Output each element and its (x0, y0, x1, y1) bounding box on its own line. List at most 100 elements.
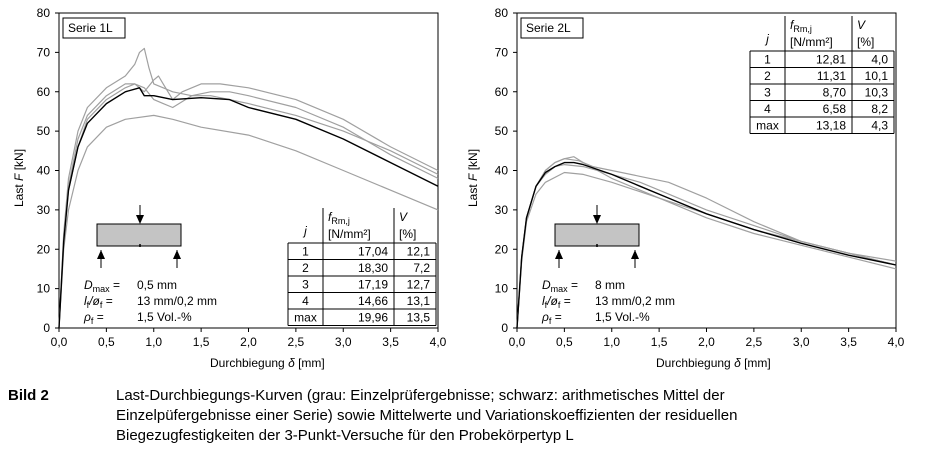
table-cell-f: 17,19 (358, 278, 388, 292)
param-symbol: ρf = (541, 310, 562, 326)
caption-line: Biegezugfestigkeiten der 3-Punkt-Versuch… (116, 427, 574, 444)
x-tick-label: 0,0 (509, 335, 526, 349)
y-tick-label: 50 (495, 124, 509, 138)
x-tick-label: 3,0 (793, 335, 810, 349)
caption-line: Last-Durchbiegungs-Kurven (grau: Einzelp… (116, 387, 725, 404)
table-background (288, 243, 436, 326)
y-tick-label: 30 (495, 203, 509, 217)
table-cell-f: 11,31 (817, 69, 846, 83)
table-cell-f: 12,81 (816, 53, 846, 67)
table-header-f: fRm,j (328, 210, 350, 226)
x-tick-label: 4,0 (430, 335, 447, 349)
table-header-v-unit: [%] (399, 227, 416, 241)
figure-panels: 0,0 0,5 1,0 1,5 2,0 2,5 3,0 3,5 4,0 0 10 20 30 40 50 60… (12, 6, 905, 370)
mean-curve (58, 87, 439, 329)
parameter-list: Dmax = 8 mm lf/øf = 13 mm/0,2 mm ρf = 1,5 Vol… (541, 278, 675, 326)
table-cell-j: 1 (764, 53, 771, 67)
y-tick-label: 70 (37, 45, 51, 59)
x-tick-label: 2,0 (698, 335, 715, 349)
chart-right: 0,0 0,5 1,0 1,5 2,0 2,5 3,0 3,5 4,0 0 10 20 30 40 50 60… (466, 6, 905, 370)
param-symbol: Dmax = (84, 278, 120, 294)
x-tick-label: 0,0 (51, 335, 68, 349)
x-tick-label: 1,5 (651, 335, 668, 349)
table-cell-j: 4 (764, 102, 771, 116)
param-value: 0,5 mm (137, 278, 177, 292)
table-header-f: fRm,j (790, 18, 812, 34)
param-value: 8 mm (595, 278, 625, 292)
table-cell-v: 12,1 (407, 245, 431, 259)
x-tick-label: 4,0 (888, 335, 905, 349)
y-tick-label: 40 (37, 164, 51, 178)
table-cell-f: 17,04 (358, 245, 388, 259)
table-cell-v: 10,1 (865, 69, 889, 83)
y-axis-label: Last F [kN] (12, 149, 26, 207)
table-cell-j: 1 (302, 245, 309, 259)
x-tick-label: 1,5 (193, 335, 210, 349)
param-symbol: Dmax = (542, 278, 578, 294)
caption-text: Last-Durchbiegungs-Kurven (grau: Einzelp… (116, 386, 916, 446)
table-cell-j: max (756, 119, 779, 133)
table-cell-j: 3 (302, 278, 309, 292)
table-cell-j: max (294, 311, 317, 325)
y-tick-label: 0 (501, 321, 508, 335)
table-cell-j: 4 (302, 294, 309, 308)
table-header-f-unit: [N/mm²] (328, 227, 371, 241)
curves-group (58, 47, 439, 329)
table-cell-f: 14,66 (358, 294, 388, 308)
table-cell-v: 8,2 (871, 102, 888, 116)
series-box (520, 17, 584, 39)
x-tick-label: 1,0 (603, 335, 620, 349)
specimen-curve (58, 114, 439, 329)
table-header-v: V (399, 210, 408, 224)
table-header-v-unit: [%] (857, 35, 874, 49)
table-header-j: j (764, 32, 769, 46)
x-tick-label: 3,5 (840, 335, 857, 349)
y-tick-label: 70 (495, 45, 509, 59)
y-tick-label: 20 (37, 242, 51, 256)
specimen-curve (58, 47, 439, 329)
y-tick-label: 10 (495, 282, 509, 296)
ticks-group: 0,0 0,5 1,0 1,5 2,0 2,5 3,0 3,5 4,0 0 10 20 30 40 50 60… (495, 6, 905, 349)
param-symbol: ρf = (83, 310, 104, 326)
y-tick-label: 30 (37, 203, 51, 217)
param-value: 13 mm/0,2 mm (137, 294, 217, 308)
x-axis-label: Durchbiegung δ [mm] (210, 356, 325, 370)
table-cell-f: 8,70 (823, 86, 847, 100)
table-cell-v: 4,0 (871, 53, 888, 67)
results-table: j fRm,j[N/mm²] V [%] 1 12,81 4,0 2 11,31 10,1 3 8,7… (749, 16, 895, 134)
x-tick-label: 2,5 (746, 335, 763, 349)
table-cell-v: 13,1 (407, 294, 431, 308)
y-tick-label: 80 (37, 6, 51, 20)
caption-line: Einzelpüfergebnisse einer Serie) sowie M… (116, 407, 738, 424)
x-tick-label: 0,5 (98, 335, 115, 349)
param-symbol: lf/øf = (84, 294, 113, 310)
y-tick-label: 40 (495, 164, 509, 178)
param-value: 1,5 Vol.-% (595, 310, 650, 324)
series-box-label: Serie 1L (68, 21, 113, 35)
series-box-label: Serie 2L (526, 21, 571, 35)
specimen-curve (58, 75, 439, 329)
curves-group (516, 156, 897, 329)
parameter-list: Dmax = 0,5 mm lf/øf = 13 mm/0,2 mm ρf = 1,5 V… (83, 278, 217, 326)
y-tick-label: 60 (37, 85, 51, 99)
y-axis-label: Last F [kN] (466, 149, 480, 207)
beam-schematic (96, 205, 182, 268)
results-table: j fRm,j[N/mm²] V [%] 1 17,04 12,1 2 18,30 7,2 3 17,… (287, 208, 437, 326)
table-cell-v: 10,3 (865, 86, 889, 100)
table-cell-f: 19,96 (358, 311, 388, 325)
x-axis-label: Durchbiegung δ [mm] (656, 356, 771, 370)
beam-schematic (554, 205, 640, 268)
table-cell-j: 2 (302, 261, 309, 275)
chart-left: 0,0 0,5 1,0 1,5 2,0 2,5 3,0 3,5 4,0 0 10 20 30 40 50 60… (12, 6, 447, 370)
table-cell-v: 12,7 (407, 278, 431, 292)
table-background (750, 51, 894, 134)
table-cell-v: 4,3 (871, 119, 888, 133)
table-cell-v: 13,5 (407, 311, 431, 325)
table-cell-f: 18,30 (358, 261, 388, 275)
specimen-curve (516, 171, 897, 329)
y-tick-label: 50 (37, 124, 51, 138)
y-tick-label: 10 (37, 282, 51, 296)
x-tick-label: 2,0 (240, 335, 257, 349)
y-tick-label: 20 (495, 242, 509, 256)
x-tick-label: 1,0 (145, 335, 162, 349)
